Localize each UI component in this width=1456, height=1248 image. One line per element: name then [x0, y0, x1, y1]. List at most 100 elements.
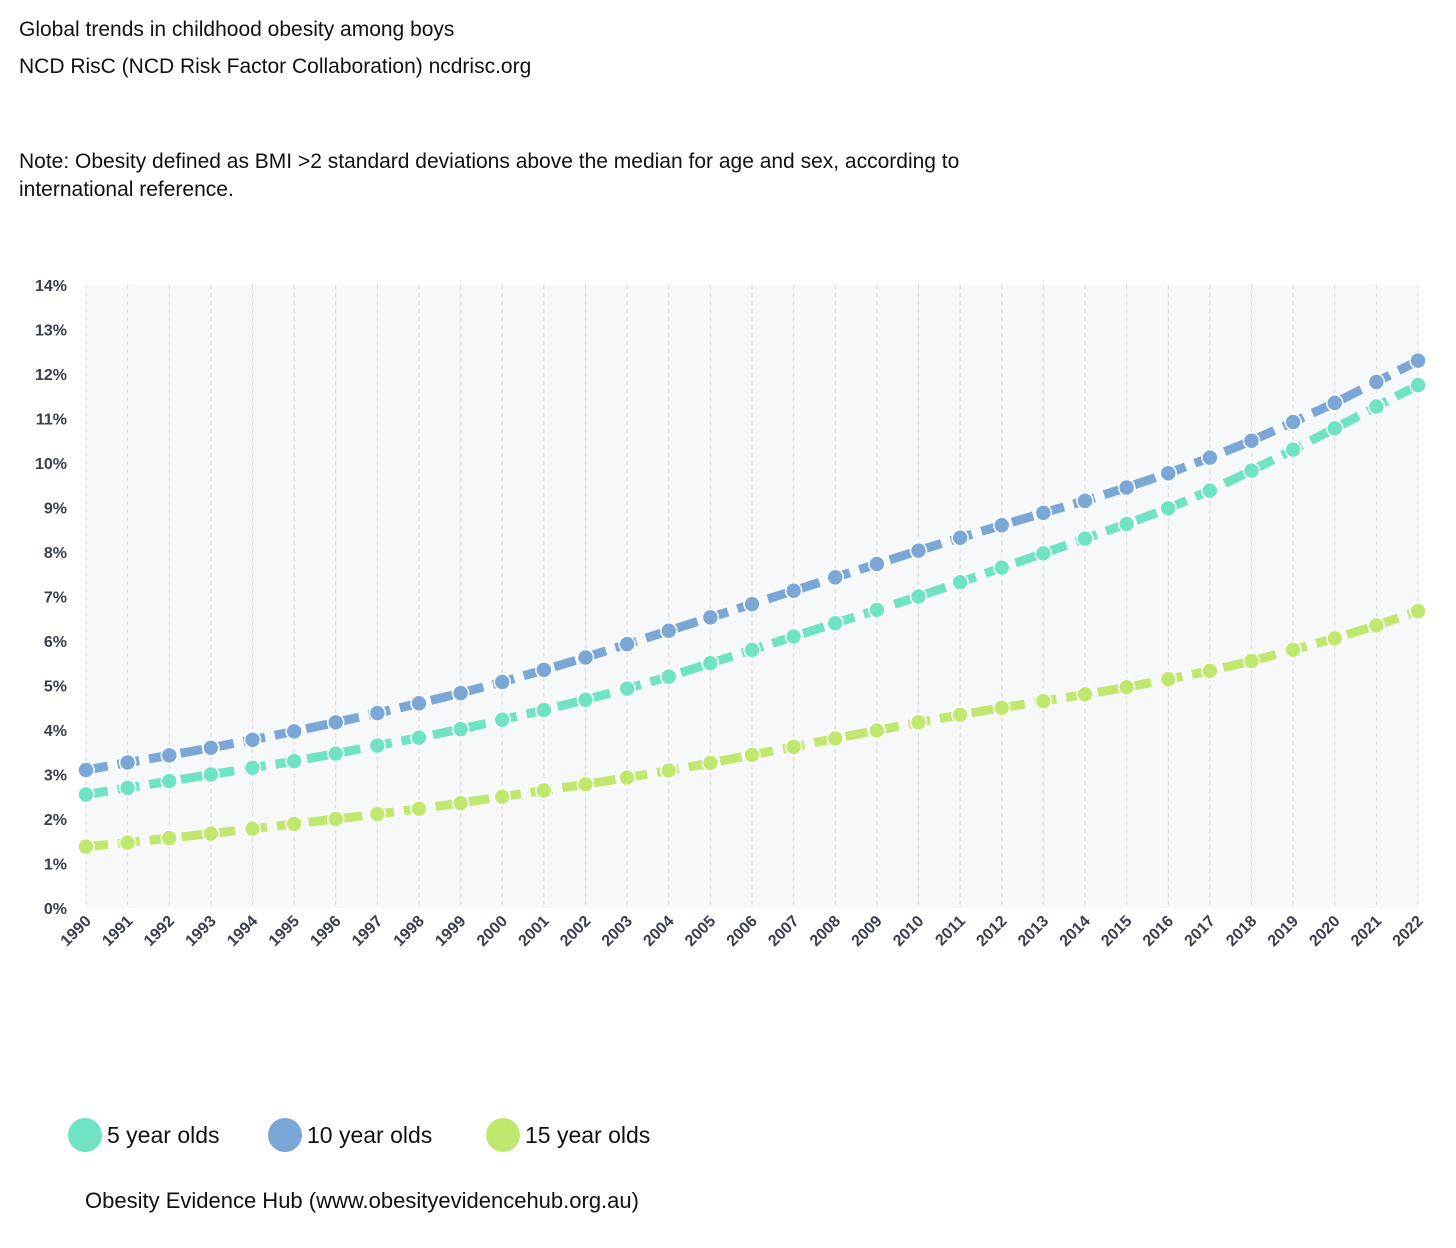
data-point [1034, 504, 1053, 522]
data-point [826, 568, 844, 587]
x-tick-label: 2016 [1140, 913, 1177, 950]
data-point [1367, 616, 1386, 635]
data-point [493, 711, 511, 729]
y-tick-label: 9% [44, 501, 67, 518]
data-point [784, 738, 803, 756]
x-tick-label: 2005 [682, 913, 719, 950]
legend-item-5-year-olds[interactable]: 5 year olds [68, 1118, 220, 1152]
data-point [118, 753, 137, 772]
legend-item-15-year-olds[interactable]: 15 year olds [486, 1118, 650, 1152]
x-tick-label: 2021 [1348, 913, 1385, 950]
x-tick-label: 2017 [1182, 913, 1219, 950]
data-point [1034, 692, 1053, 710]
y-tick-label: 3% [44, 768, 67, 785]
legend-swatch [268, 1118, 302, 1152]
chart-source: NCD RisC (NCD Risk Factor Collaboration)… [19, 55, 532, 78]
data-point [618, 768, 636, 787]
data-point [701, 654, 720, 672]
data-point [1117, 678, 1136, 697]
data-point [1326, 419, 1344, 438]
data-point [868, 721, 886, 740]
x-tick-label: 1993 [183, 913, 220, 950]
line-chart: 0%1%2%3%4%5%6%7%8%9%10%11%12%13%14%1990 1… [35, 278, 1427, 950]
x-tick-label: 1996 [307, 913, 344, 950]
data-point [202, 739, 220, 757]
data-point [118, 833, 137, 852]
data-point [660, 667, 678, 686]
data-point [202, 765, 220, 784]
legend-swatch [486, 1118, 520, 1152]
data-point [493, 788, 511, 806]
data-point [368, 805, 387, 823]
data-point [243, 759, 262, 777]
data-point [1159, 464, 1177, 482]
x-tick-label: 2012 [973, 913, 1010, 950]
data-point [868, 555, 886, 573]
x-tick-label: 2015 [1098, 913, 1135, 950]
data-point [1117, 515, 1136, 533]
x-tick-label: 2013 [1015, 913, 1052, 950]
data-point [118, 779, 137, 797]
data-point [1076, 492, 1094, 510]
data-point [784, 627, 803, 646]
data-point [77, 837, 95, 856]
data-point [160, 746, 178, 765]
x-tick-label: 2001 [516, 913, 553, 950]
data-point [410, 800, 428, 818]
data-point [1367, 397, 1386, 416]
data-point [909, 541, 928, 560]
data-point [743, 641, 761, 659]
x-tick-label: 1994 [224, 913, 261, 950]
data-point [701, 754, 720, 772]
y-tick-label: 7% [44, 590, 67, 607]
legend-swatch [68, 1118, 102, 1152]
x-tick-label: 2019 [1265, 913, 1302, 950]
data-point [1242, 461, 1261, 480]
data-point [1159, 670, 1177, 689]
legend-label: 15 year olds [525, 1121, 651, 1148]
data-point [368, 704, 387, 722]
y-tick-label: 11% [36, 412, 67, 429]
data-point [951, 706, 969, 724]
x-tick-label: 2020 [1306, 913, 1343, 950]
y-tick-label: 0% [44, 901, 67, 918]
data-point [1242, 432, 1261, 450]
data-point [493, 673, 511, 691]
data-point [1284, 440, 1302, 459]
data-point [618, 679, 636, 698]
data-point [285, 722, 303, 741]
data-point [1034, 544, 1053, 563]
data-point [243, 731, 262, 749]
data-point [1409, 602, 1427, 620]
data-point [451, 794, 470, 812]
data-point [576, 690, 595, 709]
y-tick-label: 10% [35, 456, 67, 473]
x-tick-label: 1991 [99, 913, 136, 950]
x-tick-label: 2018 [1223, 913, 1260, 950]
data-point [368, 736, 387, 755]
data-point [410, 694, 428, 713]
data-point [909, 587, 928, 606]
data-point [826, 614, 844, 632]
data-point [701, 608, 720, 627]
data-point [618, 635, 636, 653]
data-point [1117, 478, 1136, 497]
data-point [784, 581, 803, 600]
data-point [993, 516, 1011, 535]
data-point [1201, 481, 1219, 500]
data-point [77, 761, 95, 779]
x-tick-label: 2003 [599, 913, 636, 950]
data-point [1159, 499, 1177, 518]
data-point [243, 820, 262, 838]
legend-item-10-year-olds[interactable]: 10 year olds [268, 1118, 432, 1152]
data-point [743, 746, 761, 764]
x-tick-label: 1999 [432, 913, 469, 950]
x-tick-label: 2000 [474, 913, 511, 950]
data-point [1284, 413, 1302, 431]
x-tick-label: 1995 [266, 913, 303, 950]
data-point [327, 744, 345, 763]
data-point [160, 829, 178, 847]
x-tick-label: 2004 [640, 913, 677, 950]
y-tick-label: 1% [44, 857, 67, 874]
data-point [535, 701, 553, 719]
